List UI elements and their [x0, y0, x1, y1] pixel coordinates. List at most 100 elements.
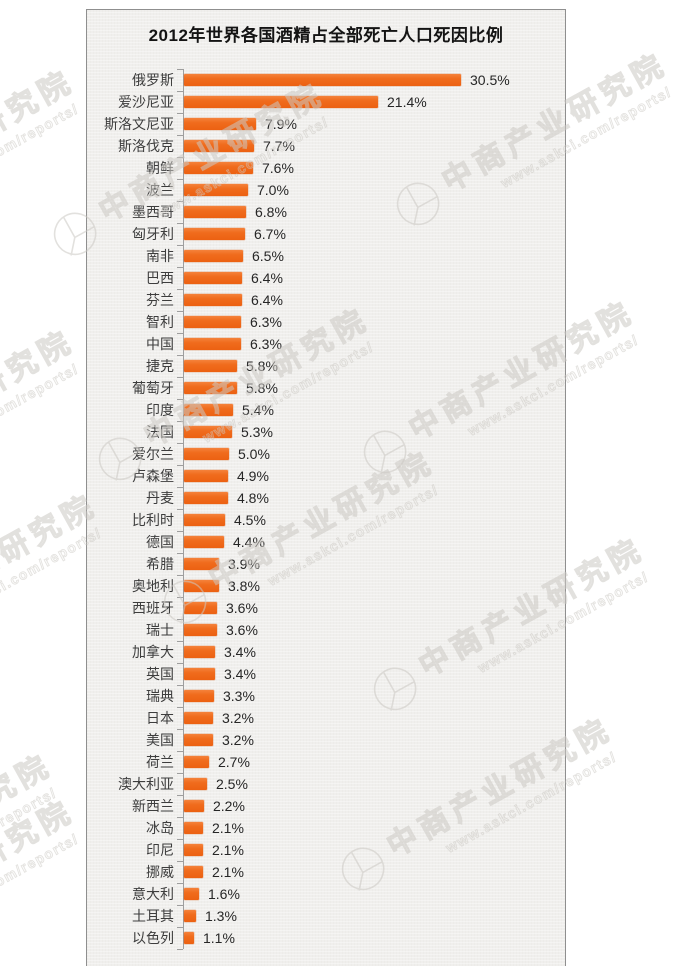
- category-label: 土耳其: [132, 908, 174, 924]
- bar: [184, 602, 217, 614]
- axis-tick: [177, 311, 183, 312]
- axis-tick: [177, 465, 183, 466]
- value-label: 5.4%: [242, 402, 274, 418]
- value-label: 6.4%: [251, 270, 283, 286]
- axis-tick: [177, 707, 183, 708]
- bar: [184, 294, 242, 306]
- category-label: 意大利: [132, 886, 174, 902]
- value-label: 6.8%: [255, 204, 287, 220]
- value-label: 5.3%: [241, 424, 273, 440]
- axis-tick: [177, 223, 183, 224]
- bar: [184, 272, 242, 284]
- category-label: 南非: [146, 248, 174, 264]
- category-label: 印度: [146, 402, 174, 418]
- axis-tick: [177, 113, 183, 114]
- axis-tick: [177, 201, 183, 202]
- category-label: 斯洛伐克: [118, 138, 174, 154]
- axis-tick: [177, 883, 183, 884]
- axis-tick: [177, 839, 183, 840]
- value-label: 2.1%: [212, 864, 244, 880]
- chart-title: 2012年世界各国酒精占全部死亡人口死因比例: [148, 26, 504, 45]
- value-label: 1.3%: [205, 908, 237, 924]
- category-label: 巴西: [146, 270, 174, 286]
- chart-panel: [86, 9, 566, 966]
- category-label: 朝鲜: [146, 160, 174, 176]
- value-label: 3.8%: [228, 578, 260, 594]
- axis-tick: [177, 641, 183, 642]
- category-label: 日本: [146, 710, 174, 726]
- value-label: 5.0%: [238, 446, 270, 462]
- bar: [184, 250, 243, 262]
- category-label: 澳大利亚: [118, 776, 174, 792]
- value-label: 7.7%: [263, 138, 295, 154]
- value-label: 3.4%: [224, 644, 256, 660]
- bar: [184, 492, 228, 504]
- value-label: 2.5%: [216, 776, 248, 792]
- axis-tick: [177, 355, 183, 356]
- axis-tick: [177, 751, 183, 752]
- bar: [184, 778, 207, 790]
- axis-tick: [177, 91, 183, 92]
- bar: [184, 96, 378, 108]
- axis-tick: [177, 795, 183, 796]
- axis-tick: [177, 553, 183, 554]
- bar: [184, 448, 229, 460]
- axis-tick: [177, 333, 183, 334]
- bar: [184, 514, 225, 526]
- value-label: 1.6%: [208, 886, 240, 902]
- value-label: 6.3%: [250, 314, 282, 330]
- bar: [184, 404, 233, 416]
- axis-tick: [177, 575, 183, 576]
- category-label: 新西兰: [132, 798, 174, 814]
- category-label: 波兰: [146, 182, 174, 198]
- value-label: 3.2%: [222, 710, 254, 726]
- bar: [184, 558, 219, 570]
- value-label: 2.2%: [213, 798, 245, 814]
- value-label: 4.5%: [234, 512, 266, 528]
- axis-tick: [177, 509, 183, 510]
- value-label: 4.4%: [233, 534, 265, 550]
- category-label: 捷克: [146, 358, 174, 374]
- axis-tick: [177, 487, 183, 488]
- axis-tick: [177, 531, 183, 532]
- category-label: 斯洛文尼亚: [104, 116, 174, 132]
- axis-tick: [177, 421, 183, 422]
- category-label: 法国: [146, 424, 174, 440]
- value-label: 5.8%: [246, 358, 278, 374]
- value-label: 3.9%: [228, 556, 260, 572]
- category-label: 奥地利: [132, 578, 174, 594]
- category-label: 爱沙尼亚: [118, 94, 174, 110]
- axis-tick: [177, 619, 183, 620]
- category-label: 比利时: [132, 512, 174, 528]
- value-label: 4.9%: [237, 468, 269, 484]
- bar: [184, 690, 214, 702]
- value-label: 3.3%: [223, 688, 255, 704]
- bar: [184, 866, 203, 878]
- value-label: 3.6%: [226, 622, 258, 638]
- bar: [184, 910, 196, 922]
- bar: [184, 382, 237, 394]
- bar: [184, 932, 194, 944]
- value-label: 1.1%: [203, 930, 235, 946]
- value-label: 3.6%: [226, 600, 258, 616]
- value-label: 21.4%: [387, 94, 427, 110]
- category-label: 瑞典: [146, 688, 174, 704]
- bar: [184, 624, 217, 636]
- value-label: 7.0%: [257, 182, 289, 198]
- axis-tick: [177, 443, 183, 444]
- axis-tick: [177, 289, 183, 290]
- axis-tick: [177, 861, 183, 862]
- bar: [184, 316, 241, 328]
- category-label: 西班牙: [132, 600, 174, 616]
- bar: [184, 844, 203, 856]
- bar: [184, 426, 232, 438]
- value-label: 2.7%: [218, 754, 250, 770]
- axis-tick: [177, 245, 183, 246]
- axis-tick: [177, 905, 183, 906]
- category-label: 葡萄牙: [132, 380, 174, 396]
- value-label: 6.5%: [252, 248, 284, 264]
- bar: [184, 140, 254, 152]
- category-label: 智利: [146, 314, 174, 330]
